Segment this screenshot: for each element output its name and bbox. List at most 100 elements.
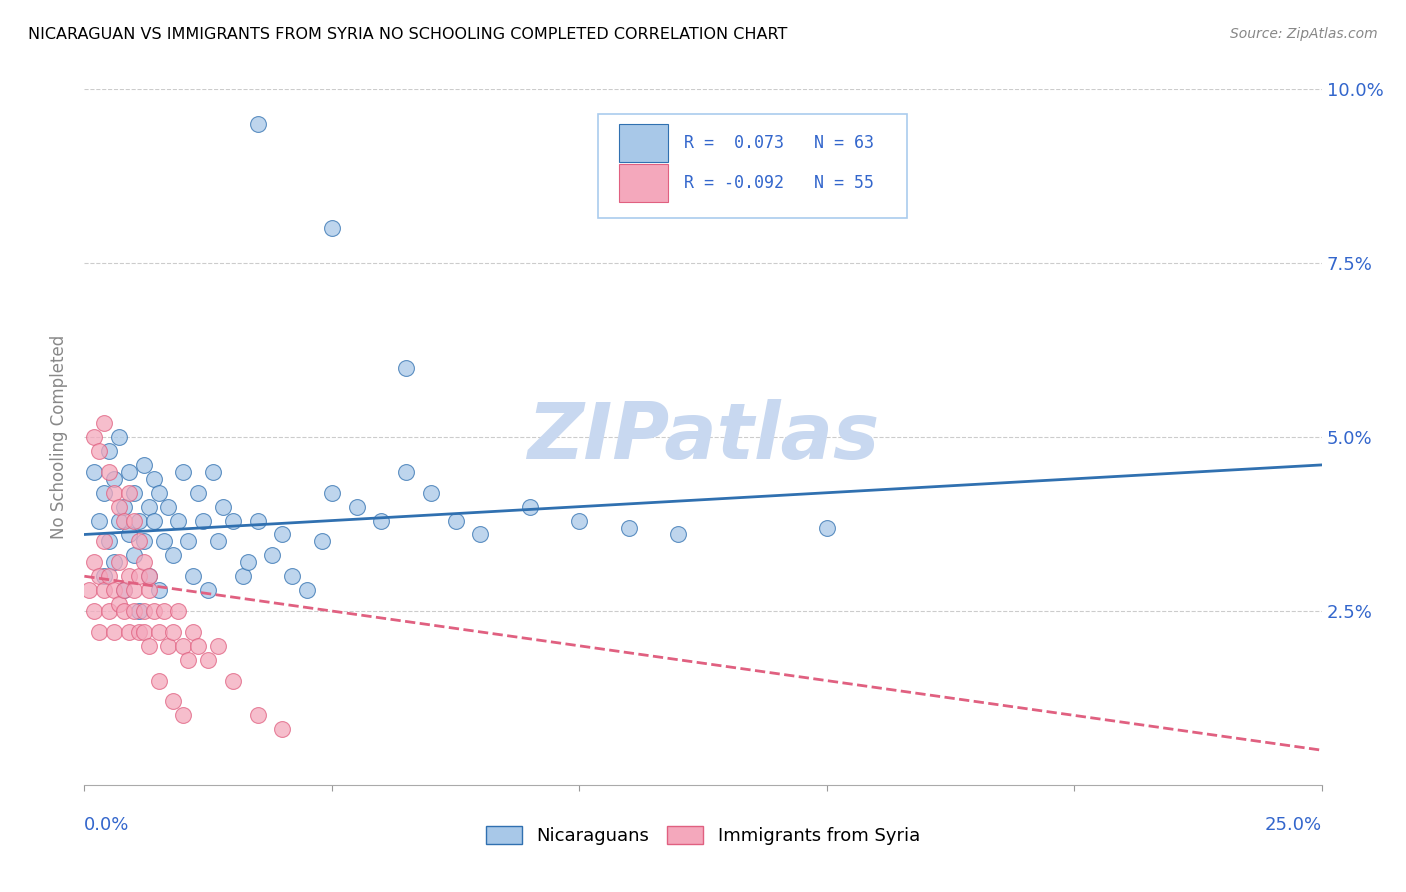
Point <box>162 549 184 563</box>
Point <box>617 520 640 534</box>
Point <box>83 604 105 618</box>
Point <box>207 639 229 653</box>
Point <box>148 485 170 500</box>
Text: Source: ZipAtlas.com: Source: ZipAtlas.com <box>1230 27 1378 41</box>
Point <box>79 583 101 598</box>
Point <box>128 569 150 583</box>
Point <box>271 527 294 541</box>
Point <box>271 723 294 737</box>
Point <box>519 500 541 514</box>
Point <box>128 624 150 639</box>
Point <box>177 534 200 549</box>
Point <box>246 708 269 723</box>
Point <box>98 444 121 458</box>
Point <box>202 465 225 479</box>
Point <box>666 527 689 541</box>
Point <box>148 673 170 688</box>
Point <box>181 624 204 639</box>
Point <box>103 555 125 569</box>
Point <box>93 534 115 549</box>
Point <box>93 485 115 500</box>
Point <box>236 555 259 569</box>
Point <box>246 514 269 528</box>
Point <box>419 485 441 500</box>
Point <box>262 549 284 563</box>
Point <box>112 583 135 598</box>
Point <box>346 500 368 514</box>
Point <box>142 604 165 618</box>
Point <box>93 569 115 583</box>
Point <box>83 430 105 444</box>
Point <box>118 465 141 479</box>
Point <box>148 583 170 598</box>
Point <box>98 465 121 479</box>
Point <box>118 485 141 500</box>
Point <box>152 534 174 549</box>
Point <box>281 569 304 583</box>
Point <box>142 472 165 486</box>
Point <box>108 514 131 528</box>
Point <box>162 624 184 639</box>
Point <box>108 500 131 514</box>
Point <box>108 430 131 444</box>
Point <box>83 555 105 569</box>
Point <box>197 583 219 598</box>
Point <box>177 653 200 667</box>
Point <box>222 514 245 528</box>
Point <box>395 360 418 375</box>
Point <box>138 500 160 514</box>
Point <box>311 534 333 549</box>
Point <box>122 514 145 528</box>
Point <box>152 604 174 618</box>
Text: 0.0%: 0.0% <box>84 816 129 834</box>
Point <box>321 221 343 235</box>
Point <box>128 534 150 549</box>
Text: 25.0%: 25.0% <box>1264 816 1322 834</box>
Point <box>157 639 180 653</box>
Point <box>108 555 131 569</box>
Point <box>132 604 155 618</box>
Point <box>112 514 135 528</box>
Point <box>187 639 209 653</box>
Point <box>232 569 254 583</box>
Point <box>815 520 838 534</box>
Point <box>142 514 165 528</box>
Point <box>103 624 125 639</box>
Point <box>118 624 141 639</box>
Point <box>470 527 492 541</box>
Point <box>370 514 392 528</box>
Point <box>103 583 125 598</box>
Point <box>89 569 111 583</box>
Bar <box>619 124 668 162</box>
Point <box>112 500 135 514</box>
Point <box>321 485 343 500</box>
Point <box>207 534 229 549</box>
Bar <box>619 163 668 202</box>
Point <box>118 527 141 541</box>
Point <box>191 514 214 528</box>
Point <box>93 416 115 430</box>
Point <box>444 514 467 528</box>
Point <box>181 569 204 583</box>
Point <box>132 458 155 472</box>
Point <box>122 583 145 598</box>
Point <box>98 604 121 618</box>
Point <box>568 514 591 528</box>
Point <box>172 639 194 653</box>
FancyBboxPatch shape <box>598 113 907 218</box>
Text: R = -0.092   N = 55: R = -0.092 N = 55 <box>685 174 875 192</box>
Point <box>89 444 111 458</box>
Point <box>122 604 145 618</box>
Point <box>98 534 121 549</box>
Text: NICARAGUAN VS IMMIGRANTS FROM SYRIA NO SCHOOLING COMPLETED CORRELATION CHART: NICARAGUAN VS IMMIGRANTS FROM SYRIA NO S… <box>28 27 787 42</box>
Point <box>83 465 105 479</box>
Point <box>112 583 135 598</box>
Point <box>172 708 194 723</box>
Point <box>132 534 155 549</box>
Point <box>157 500 180 514</box>
Y-axis label: No Schooling Completed: No Schooling Completed <box>51 335 69 539</box>
Point <box>295 583 318 598</box>
Point <box>128 604 150 618</box>
Point <box>93 583 115 598</box>
Point <box>108 597 131 611</box>
